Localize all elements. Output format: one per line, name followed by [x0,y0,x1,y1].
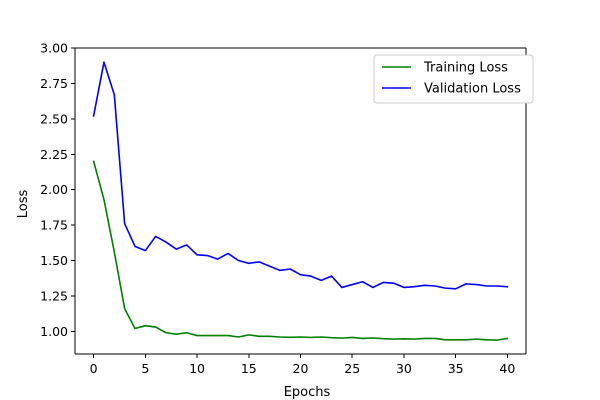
series-line-training-loss [92,160,509,341]
y-tick-label: 2.00 [40,182,68,197]
ticks-layer: 0 5 10 15 20 25 30 35 40 1.00 1.25 1.50 1.75 2.00 2.25… [40,41,515,377]
x-tick-label: 35 [448,361,464,376]
x-tick-label: 0 [90,361,98,376]
x-tick-label: 10 [189,361,205,376]
series-layer [92,61,509,341]
y-tick-label: 1.50 [40,253,68,268]
series-line-validation-loss [92,61,509,290]
x-tick-label: 15 [241,361,257,376]
x-tick-label: 30 [396,361,412,376]
y-tick-label: 1.75 [40,218,68,233]
y-tick-label: 1.25 [40,288,68,303]
legend: Training Loss Validation Loss [373,54,534,104]
x-tick-label: 5 [141,361,149,376]
legend-label-validation-loss: Validation Loss [424,82,521,97]
x-tick-label: 25 [344,361,360,376]
y-tick-label: 1.00 [40,324,68,339]
y-axis-label: Loss [16,190,31,219]
legend-label-training-loss: Training Loss [423,61,508,76]
legend-box [373,54,534,104]
y-tick-label: 3.00 [40,41,68,56]
y-tick-label: 2.50 [40,111,68,126]
x-tick-label: 40 [499,361,515,376]
y-tick-label: 2.75 [40,76,68,91]
y-tick-label: 2.25 [40,147,68,162]
x-tick-label: 20 [293,361,309,376]
x-axis-label: Epochs [284,385,331,400]
